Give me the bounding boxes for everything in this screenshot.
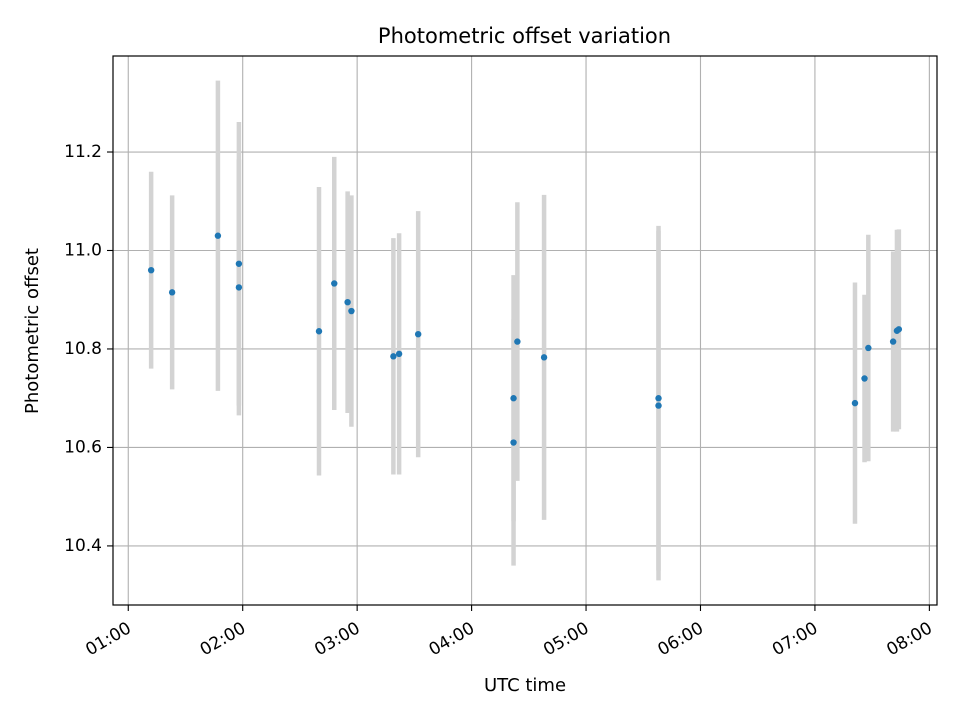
x-tick-label: 06:00 (655, 618, 707, 660)
y-tick-label: 11.2 (64, 142, 102, 162)
x-tick-label: 02:00 (197, 618, 249, 660)
data-point (147, 266, 155, 274)
data-point (331, 280, 338, 287)
data-point (395, 350, 403, 358)
x-tick-label: 03:00 (311, 618, 363, 660)
data-point (214, 232, 222, 239)
data-point (861, 375, 868, 382)
data-point (514, 338, 521, 345)
data-point (895, 326, 903, 333)
y-tick-label: 10.6 (64, 437, 102, 457)
error-bars (148, 80, 902, 581)
data-point (348, 307, 355, 315)
plot-frame (112, 55, 938, 606)
data-point (510, 395, 517, 402)
data-point (315, 328, 323, 335)
data-point (390, 353, 397, 360)
data-point (889, 338, 897, 345)
data-points (147, 232, 903, 446)
data-point (655, 395, 662, 402)
x-tick-label: 04:00 (426, 618, 478, 660)
y-tick-label: 10.4 (64, 536, 102, 556)
data-point (344, 298, 351, 306)
x-tick-label: 05:00 (540, 618, 592, 660)
x-axis-label: UTC time (484, 675, 566, 696)
data-point (510, 439, 517, 446)
x-tick-label: 08:00 (883, 618, 935, 660)
data-point (414, 330, 422, 338)
data-point (540, 354, 548, 361)
x-tick-label: 07:00 (769, 618, 821, 660)
data-point (851, 399, 859, 407)
data-point (655, 402, 662, 409)
data-point (235, 284, 243, 291)
y-axis-label: Photometric offset (22, 248, 43, 414)
y-tick-label: 11.0 (64, 240, 102, 260)
axis-ticks: 01:00 02:00 03:00 04:00 05:00 06:00 07:00 08:00… (64, 142, 936, 660)
data-point (168, 289, 176, 296)
x-tick-label: 01:00 (82, 618, 134, 660)
y-tick-label: 10.8 (64, 339, 102, 359)
data-point (865, 344, 872, 352)
grid (113, 56, 937, 605)
chart-title: Photometric offset variation (378, 24, 671, 48)
data-point (235, 260, 243, 267)
